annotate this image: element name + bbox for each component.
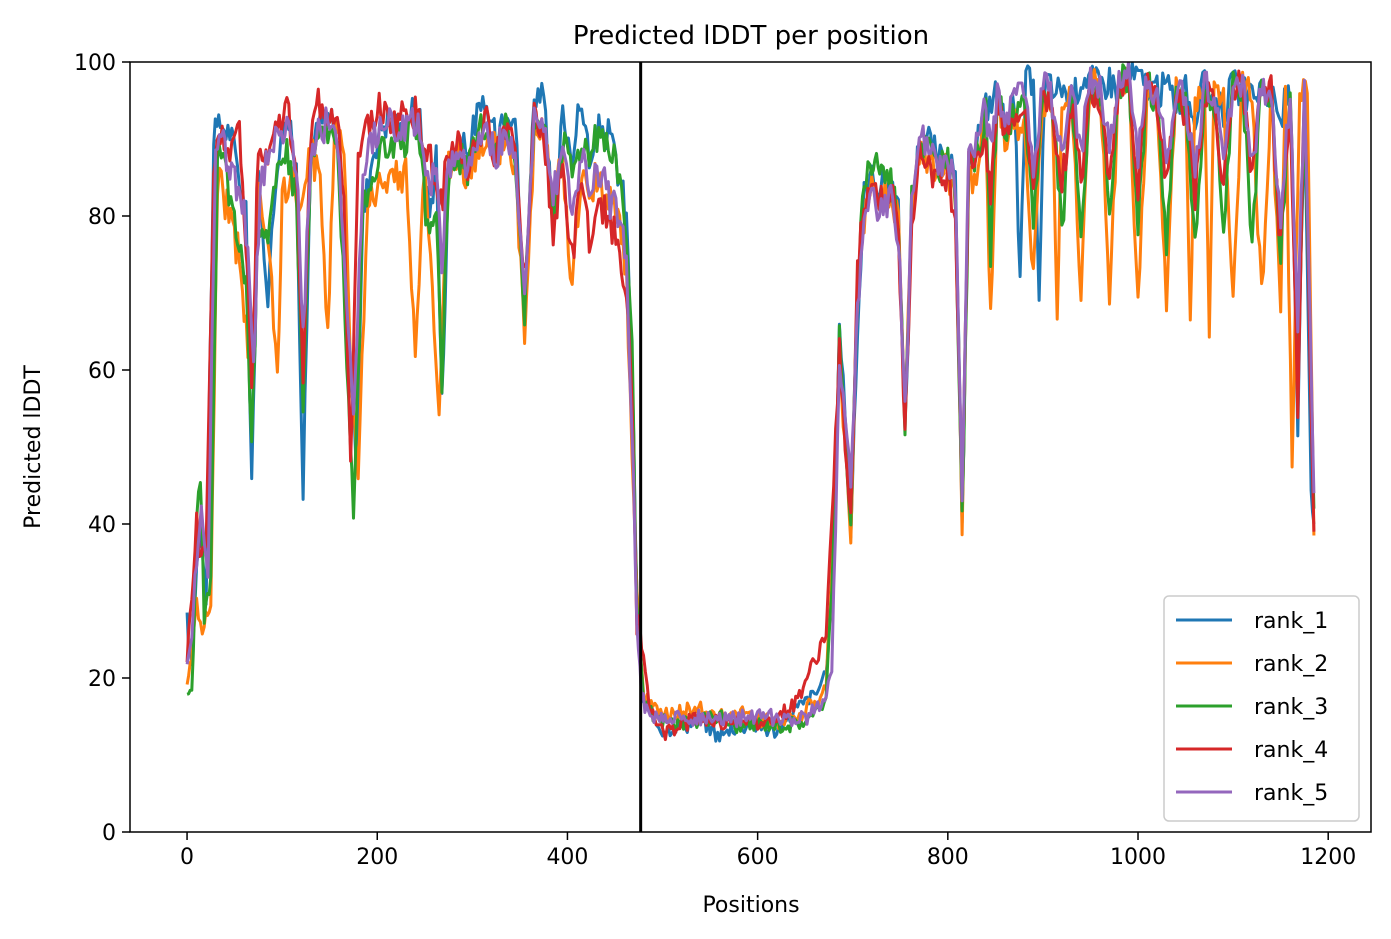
y-tick-label: 100	[74, 51, 116, 76]
y-axis: 0 20 40 60 80 100	[74, 51, 130, 846]
x-tick-label: 1200	[1300, 845, 1356, 870]
chart-title: Predicted lDDT per position	[573, 21, 929, 51]
legend-label-rank_5: rank_5	[1254, 781, 1328, 806]
legend-label-rank_3: rank_3	[1254, 695, 1328, 720]
legend-label-rank_1: rank_1	[1254, 609, 1328, 634]
y-tick-label: 0	[102, 821, 116, 846]
x-tick-label: 1000	[1110, 845, 1166, 870]
y-tick-label: 80	[88, 205, 116, 230]
y-axis-label: Predicted lDDT	[21, 365, 46, 529]
series-line-rank_3	[186, 63, 1316, 735]
legend-label-rank_2: rank_2	[1254, 652, 1328, 677]
x-axis-label: Positions	[702, 893, 799, 918]
x-axis: 0 200 400 600 800 1000 1200	[180, 832, 1356, 870]
y-tick-label: 60	[88, 359, 116, 384]
x-tick-label: 400	[546, 845, 588, 870]
series-line-rank_5	[185, 62, 1316, 729]
y-tick-label: 40	[88, 513, 116, 538]
legend-box	[1163, 595, 1360, 822]
legend: rank_1 rank_2 rank_3 rank_4 rank_5	[1163, 595, 1360, 822]
plot-area	[185, 62, 1316, 832]
x-tick-label: 200	[356, 845, 398, 870]
legend-label-rank_4: rank_4	[1254, 738, 1328, 763]
x-tick-label: 0	[180, 845, 194, 870]
y-tick-label: 20	[88, 667, 116, 692]
x-tick-label: 800	[927, 845, 969, 870]
x-tick-label: 600	[737, 845, 779, 870]
series-layer	[185, 62, 1316, 743]
plot-frame	[129, 61, 1372, 833]
